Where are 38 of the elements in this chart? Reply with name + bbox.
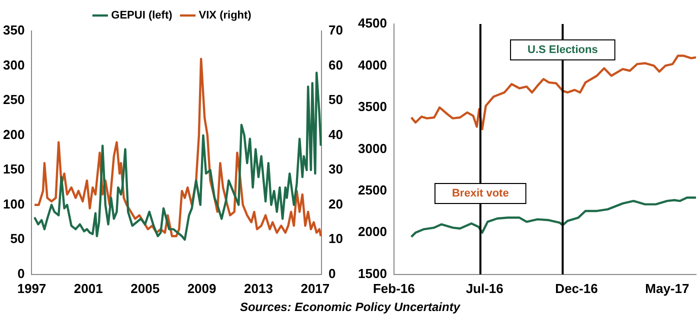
y2-tick-label: 50 [328,92,344,108]
x-tick-label: 2017 [300,280,330,296]
x-tick-label: Jul-16 [466,280,504,296]
y-tick-label: 100 [2,196,25,212]
x-tick-label: Feb-16 [372,280,415,296]
y-tick-label: 4500 [358,16,387,31]
x-tick-label: 2005 [130,280,160,296]
y2-tick-label: 30 [328,162,344,177]
y-tick-label: 200 [2,126,25,142]
y-tick-label: 50 [10,231,25,246]
y-tick-label: 4000 [358,57,387,72]
x-tick-label: 2013 [244,280,273,296]
annotation: Brexit vote [452,187,509,200]
y2-tick-label: 20 [328,196,344,212]
y-tick-label: 1500 [358,266,387,281]
legend-label: VIX (right) [198,10,252,22]
x-tick-label: 2001 [74,280,103,296]
y2-tick-label: 70 [328,22,344,38]
x-tick-label: 2009 [187,280,216,296]
x-tick-label: Dec-16 [555,280,598,296]
y-tick-label: 250 [2,92,25,108]
y2-tick-label: 0 [328,266,336,281]
y-tick-label: 3000 [358,140,387,156]
y-tick-label: 300 [2,57,25,72]
y-tick-label: 2000 [358,224,387,240]
x-tick-label: May-17 [645,280,690,296]
y-tick-label: 2500 [358,182,387,198]
y2-tick-label: 40 [328,126,344,142]
y-tick-label: 3500 [358,99,387,114]
y2-tick-label: 60 [328,57,344,72]
legend-label: GEPUI (left) [111,10,173,22]
y-tick-label: 150 [2,162,25,177]
y2-tick-label: 10 [328,231,344,246]
y-tick-label: 350 [2,22,25,38]
x-tick-label: 1997 [17,280,46,296]
annotation: U.S Elections [528,44,598,56]
source-note: Sources: Economic Policy Uncertainty [238,300,462,314]
y-tick-label: 0 [17,266,25,281]
